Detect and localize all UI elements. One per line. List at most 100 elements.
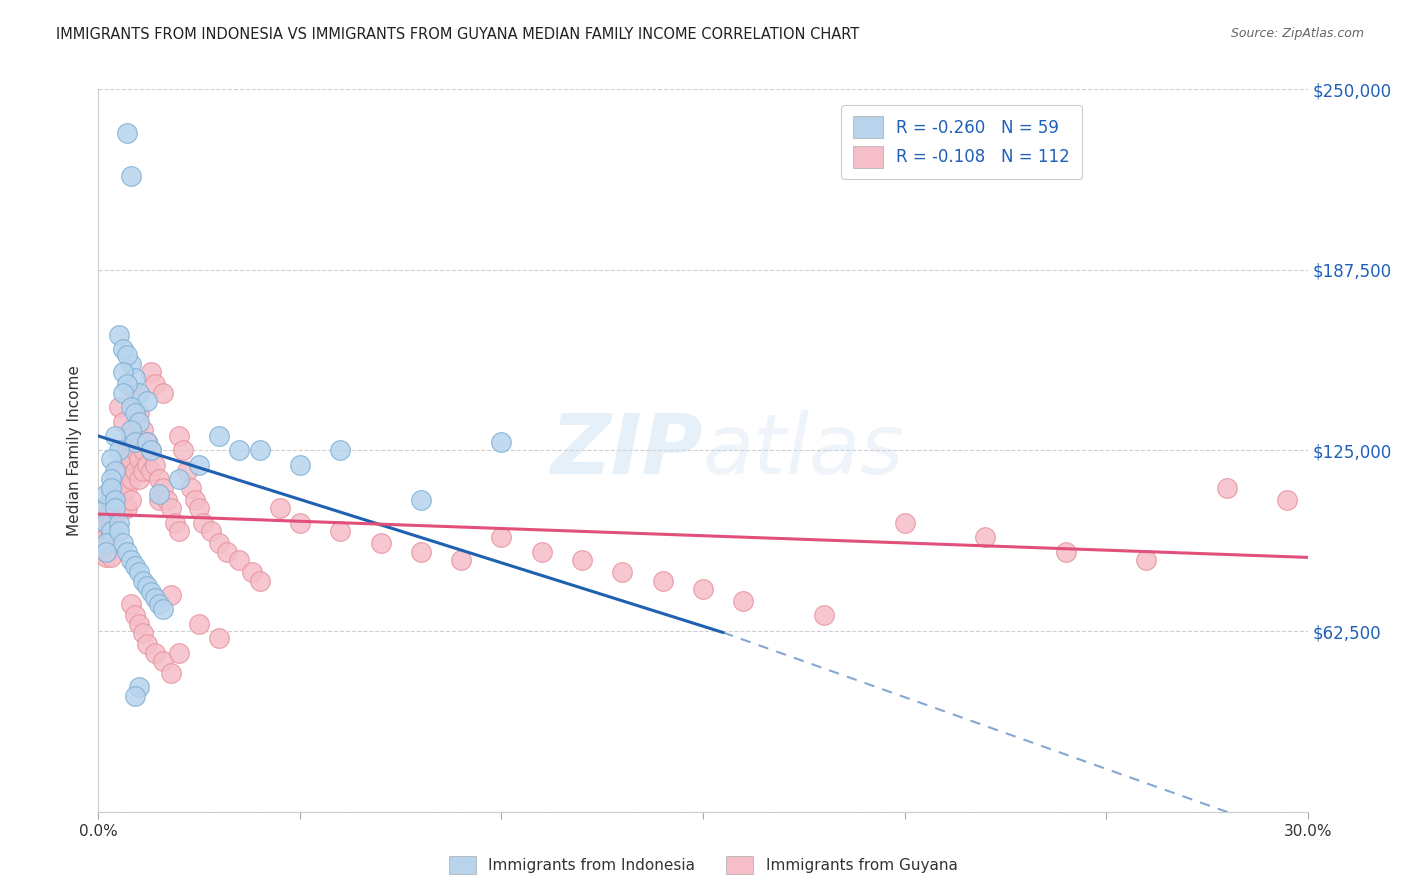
Point xyxy=(111,487,134,501)
Legend: R = -0.260   N = 59, R = -0.108   N = 112: R = -0.260 N = 59, R = -0.108 N = 112 xyxy=(841,104,1081,179)
Point xyxy=(139,443,162,458)
Point xyxy=(120,452,142,467)
Point xyxy=(139,585,162,599)
Point xyxy=(120,492,142,507)
Point xyxy=(96,487,118,501)
Point xyxy=(115,464,138,478)
Point xyxy=(148,487,170,501)
Point xyxy=(167,524,190,539)
Point xyxy=(107,400,129,414)
Point xyxy=(120,553,142,567)
Point xyxy=(111,536,134,550)
Point xyxy=(571,553,593,567)
Point xyxy=(409,544,432,558)
Point xyxy=(152,385,174,400)
Point xyxy=(128,565,150,579)
Point xyxy=(115,126,138,140)
Point xyxy=(120,472,142,486)
Point xyxy=(120,423,142,437)
Point xyxy=(176,464,198,478)
Point xyxy=(163,516,186,530)
Point xyxy=(111,472,134,486)
Point xyxy=(120,597,142,611)
Point xyxy=(120,429,142,443)
Point xyxy=(288,516,311,530)
Point xyxy=(111,458,134,472)
Point xyxy=(974,530,997,544)
Point xyxy=(107,443,129,458)
Point xyxy=(96,501,118,516)
Point xyxy=(115,348,138,362)
Point xyxy=(128,616,150,631)
Point xyxy=(100,492,122,507)
Point xyxy=(103,501,125,516)
Text: ZIP: ZIP xyxy=(550,410,703,491)
Point xyxy=(143,646,166,660)
Point xyxy=(91,524,114,539)
Point xyxy=(107,516,129,530)
Point xyxy=(128,452,150,467)
Point xyxy=(139,464,162,478)
Point xyxy=(103,501,125,516)
Point xyxy=(193,516,215,530)
Text: Source: ZipAtlas.com: Source: ZipAtlas.com xyxy=(1230,27,1364,40)
Point xyxy=(100,524,122,539)
Point xyxy=(128,415,150,429)
Point xyxy=(100,492,122,507)
Point xyxy=(107,487,129,501)
Point xyxy=(135,579,157,593)
Point xyxy=(1216,481,1239,495)
Point xyxy=(152,602,174,616)
Point xyxy=(120,169,142,183)
Point xyxy=(160,588,183,602)
Point xyxy=(249,443,271,458)
Point xyxy=(135,434,157,449)
Point xyxy=(370,536,392,550)
Point xyxy=(107,472,129,486)
Point xyxy=(100,472,122,486)
Point xyxy=(200,524,222,539)
Point xyxy=(124,443,146,458)
Point xyxy=(96,544,118,558)
Point xyxy=(96,501,118,516)
Point xyxy=(128,385,150,400)
Point xyxy=(100,536,122,550)
Point xyxy=(160,665,183,680)
Point xyxy=(132,443,155,458)
Point xyxy=(329,443,352,458)
Point xyxy=(124,559,146,574)
Point xyxy=(148,492,170,507)
Point xyxy=(228,553,250,567)
Point xyxy=(91,544,114,558)
Point xyxy=(124,464,146,478)
Point xyxy=(100,524,122,539)
Point xyxy=(103,464,125,478)
Text: atlas: atlas xyxy=(703,410,904,491)
Point xyxy=(103,429,125,443)
Point xyxy=(143,376,166,391)
Point xyxy=(111,415,134,429)
Point xyxy=(115,544,138,558)
Point xyxy=(100,550,122,565)
Point xyxy=(124,689,146,703)
Point xyxy=(249,574,271,588)
Text: IMMIGRANTS FROM INDONESIA VS IMMIGRANTS FROM GUYANA MEDIAN FAMILY INCOME CORRELA: IMMIGRANTS FROM INDONESIA VS IMMIGRANTS … xyxy=(56,27,859,42)
Point xyxy=(167,646,190,660)
Point xyxy=(143,458,166,472)
Point xyxy=(124,608,146,623)
Point xyxy=(107,501,129,516)
Point xyxy=(1054,544,1077,558)
Point xyxy=(813,608,835,623)
Point xyxy=(491,530,513,544)
Point xyxy=(491,434,513,449)
Point xyxy=(160,501,183,516)
Point xyxy=(96,539,118,553)
Point xyxy=(96,530,118,544)
Point xyxy=(111,343,134,357)
Point xyxy=(103,472,125,486)
Point xyxy=(96,521,118,535)
Point xyxy=(128,472,150,486)
Point xyxy=(115,443,138,458)
Point xyxy=(450,553,472,567)
Point xyxy=(107,524,129,539)
